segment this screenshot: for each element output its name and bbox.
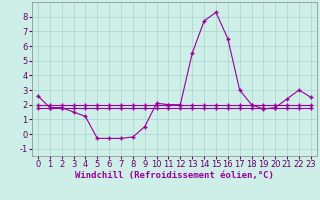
X-axis label: Windchill (Refroidissement éolien,°C): Windchill (Refroidissement éolien,°C) bbox=[75, 171, 274, 180]
